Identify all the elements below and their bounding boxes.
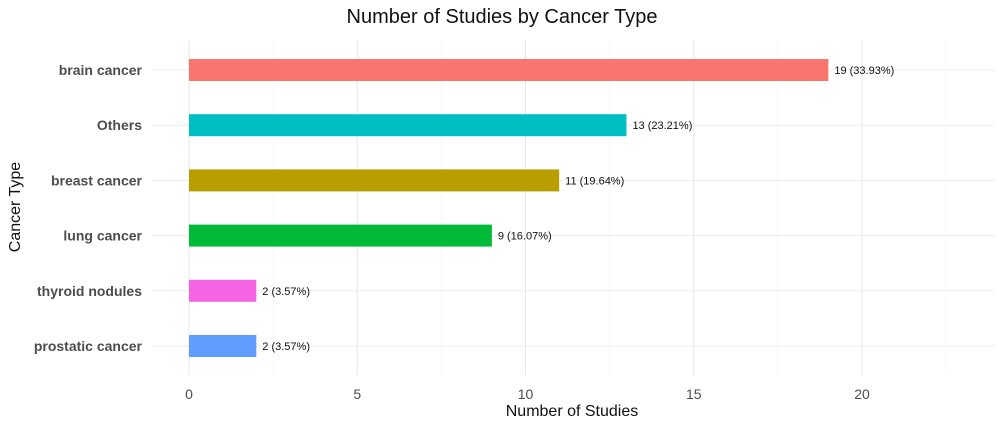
bar	[189, 335, 257, 357]
category-label: lung cancer	[63, 228, 142, 244]
x-tick-label: 5	[353, 386, 361, 402]
category-label: Others	[97, 117, 142, 133]
data-label: 2 (3.57%)	[262, 341, 310, 353]
category-label: breast cancer	[51, 172, 143, 188]
x-tick-label: 15	[686, 386, 702, 402]
data-label: 11 (19.64%)	[565, 175, 624, 187]
category-label: thyroid nodules	[37, 283, 142, 299]
data-label: 2 (3.57%)	[262, 286, 310, 298]
category-label: prostatic cancer	[34, 338, 143, 354]
x-tick-label: 10	[518, 386, 534, 402]
bar	[189, 279, 257, 302]
bar	[189, 169, 560, 192]
x-axis-title: Number of Studies	[505, 403, 639, 420]
x-tick-label: 0	[185, 386, 193, 402]
bar	[189, 224, 492, 247]
chart-title: Number of Studies by Cancer Type	[346, 6, 658, 28]
bar	[189, 114, 627, 137]
data-label: 9 (16.07%)	[498, 231, 552, 243]
x-tick-label: 20	[854, 386, 870, 402]
data-label: 13 (23.21%)	[632, 120, 692, 132]
category-label: brain cancer	[59, 62, 143, 78]
data-label: 19 (33.93%)	[834, 65, 894, 77]
bar	[189, 59, 829, 81]
